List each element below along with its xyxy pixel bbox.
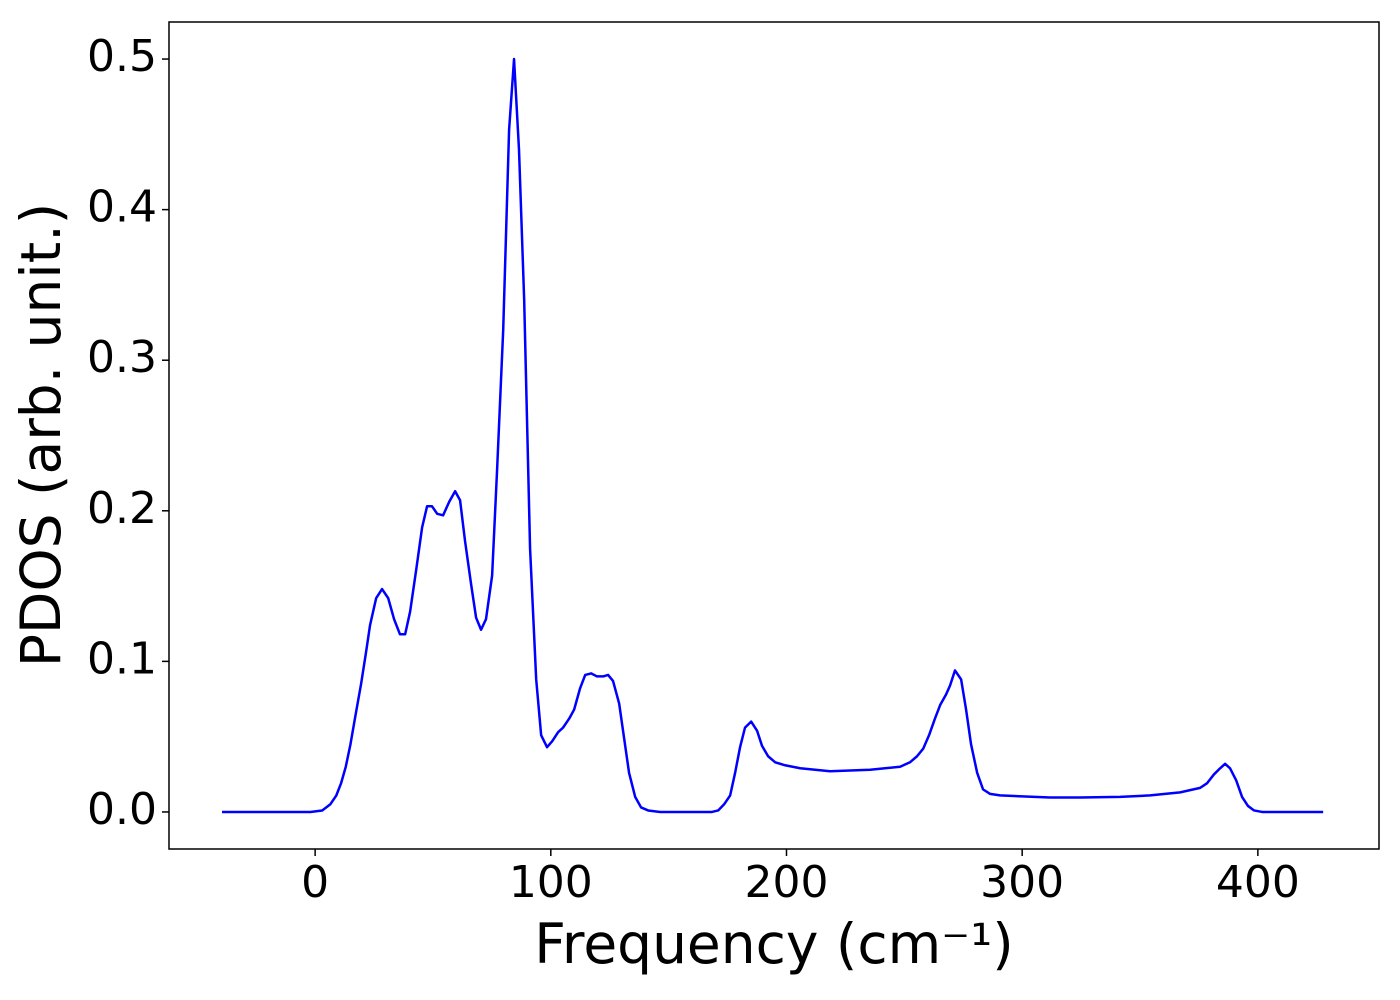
y-tick-label: 0.3: [87, 332, 157, 383]
y-axis-label: PDOS (arb. unit.): [9, 203, 73, 667]
y-tick-label: 0.4: [87, 182, 157, 233]
x-tick-label: 100: [509, 857, 593, 908]
y-tick-label: 0.5: [87, 31, 157, 82]
x-axis-label: Frequency (cm⁻¹): [534, 912, 1013, 976]
x-tick-label: 300: [980, 857, 1064, 908]
x-tick-label: 400: [1216, 857, 1300, 908]
y-tick-label: 0.0: [87, 784, 157, 835]
y-tick-label: 0.2: [87, 483, 157, 534]
x-tick-label: 0: [301, 857, 329, 908]
y-tick-label: 0.1: [87, 633, 157, 684]
data-line: [222, 57, 1324, 814]
x-tick-label: 200: [744, 857, 828, 908]
axes-frame: [168, 21, 1380, 850]
